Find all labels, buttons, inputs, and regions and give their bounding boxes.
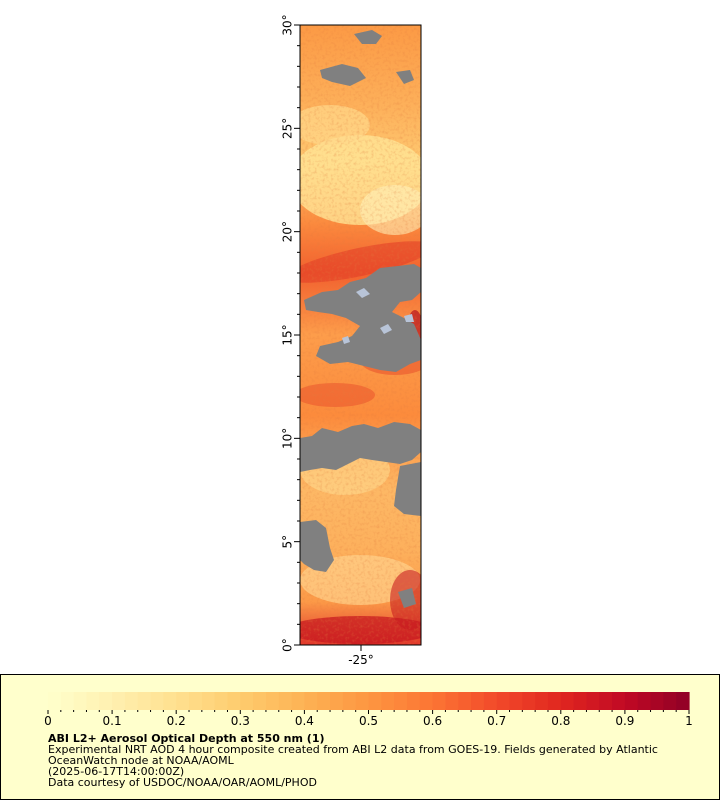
colorbar-cell: [112, 692, 126, 710]
colorbar-cell: [496, 692, 511, 710]
product-timestamp: (2025-06-17T14:00:00Z): [48, 765, 185, 778]
colorbar-cell: [189, 692, 203, 710]
lat-tick-label: 25°: [281, 118, 295, 139]
colorbar-tick-label: 0.5: [359, 714, 378, 728]
colorbar-cell: [419, 692, 434, 710]
colorbar-cell: [163, 692, 177, 710]
colorbar-cell: [201, 692, 216, 710]
colorbar-cell: [150, 692, 164, 710]
colorbar-cell: [637, 692, 652, 710]
data-credit: Data courtesy of USDOC/NOAA/OAR/AOML/PHO…: [48, 776, 317, 789]
colorbar-cell: [86, 692, 100, 710]
lat-tick-label: 5°: [281, 535, 295, 549]
colorbar-ticks: 0 0.1 0.2 0.3 0.4 0.5 0.6 0.7 0.8 0.9 1: [44, 710, 693, 728]
colorbar-cell: [509, 692, 523, 710]
ice-patches: [342, 288, 414, 344]
colorbar-tick-label: 0: [44, 714, 52, 728]
colorbar-cell: [650, 692, 664, 710]
colorbar-cell: [573, 692, 588, 710]
colorbar-cell: [265, 692, 280, 710]
aod-field: [300, 25, 421, 645]
product-title: ABI L2+ Aerosol Optical Depth at 550 nm …: [48, 732, 325, 745]
longitude-axis: -25°: [348, 645, 374, 667]
colorbar-cell: [48, 692, 62, 710]
colorbar-tick-label: 0.3: [231, 714, 250, 728]
colorbar-cell: [60, 692, 75, 710]
colorbar-tick-label: 1: [685, 714, 693, 728]
colorbar-cell: [240, 692, 254, 710]
lat-tick-label: 20°: [281, 221, 295, 242]
colorbar-cell: [445, 692, 459, 710]
colorbar-cell: [381, 692, 395, 710]
colorbar-cell: [599, 692, 613, 710]
colorbar-cell: [522, 692, 536, 710]
colorbar-tick-label: 0.7: [487, 714, 506, 728]
legend-panel: 0 0.1 0.2 0.3 0.4 0.5 0.6 0.7 0.8 0.9 1 ABI L2+ Ae…: [0, 674, 720, 800]
colorbar-cell: [535, 692, 549, 710]
colorbar-cell: [355, 692, 370, 710]
colorbar: 0 0.1 0.2 0.3 0.4 0.5 0.6 0.7 0.8 0.9 1: [44, 692, 693, 728]
colorbar-cell: [317, 692, 331, 710]
colorbar-cell: [137, 692, 152, 710]
colorbar-cell: [330, 692, 344, 710]
colorbar-cell: [612, 692, 626, 710]
lat-tick-label: 15°: [281, 324, 295, 345]
colorbar-cell: [560, 692, 575, 710]
colorbar-cell: [471, 692, 485, 710]
colorbar-cell: [99, 692, 113, 710]
product-description-line1: Experimental NRT AOD 4 hour composite cr…: [48, 743, 658, 756]
colorbar-cell: [73, 692, 88, 710]
colorbar-cell: [214, 692, 229, 710]
colorbar-cell: [227, 692, 241, 710]
colorbar-cell: [394, 692, 408, 710]
colorbar-cell: [176, 692, 190, 710]
colorbar-cell: [586, 692, 600, 710]
colorbar-cell: [278, 692, 293, 710]
colorbar-tick-label: 0.6: [423, 714, 442, 728]
lat-tick-label: 10°: [281, 428, 295, 449]
no-data-regions: [300, 30, 421, 608]
colorbar-cell: [663, 692, 677, 710]
colorbar-cells: [48, 692, 690, 710]
colorbar-cell: [253, 692, 267, 710]
colorbar-cell: [406, 692, 421, 710]
colorbar-cell: [458, 692, 472, 710]
colorbar-tick-label: 0.8: [551, 714, 570, 728]
colorbar-cell: [368, 692, 382, 710]
colorbar-cell: [432, 692, 447, 710]
colorbar-cell: [624, 692, 639, 710]
colorbar-tick-label: 0.2: [167, 714, 186, 728]
latitude-axis: 0° 5° 10° 15° 20° 25° 30°: [281, 14, 300, 652]
colorbar-cell: [342, 692, 357, 710]
colorbar-cell: [547, 692, 562, 710]
colorbar-cell: [291, 692, 305, 710]
colorbar-tick-label: 0.9: [615, 714, 634, 728]
colorbar-cell: [676, 692, 690, 710]
colorbar-tick-label: 0.4: [295, 714, 314, 728]
colorbar-cell: [124, 692, 139, 710]
product-description-line2: OceanWatch node at NOAA/AOML: [48, 754, 234, 767]
lat-tick-label: 30°: [281, 14, 295, 35]
colorbar-cell: [483, 692, 498, 710]
aod-map: 0° 5° 10° 15° 20° 25° 30° -25°: [281, 14, 422, 667]
colorbar-tick-label: 0.1: [103, 714, 122, 728]
colorbar-cell: [304, 692, 318, 710]
lon-tick-label: -25°: [348, 653, 374, 667]
lat-tick-label: 0°: [281, 638, 295, 652]
